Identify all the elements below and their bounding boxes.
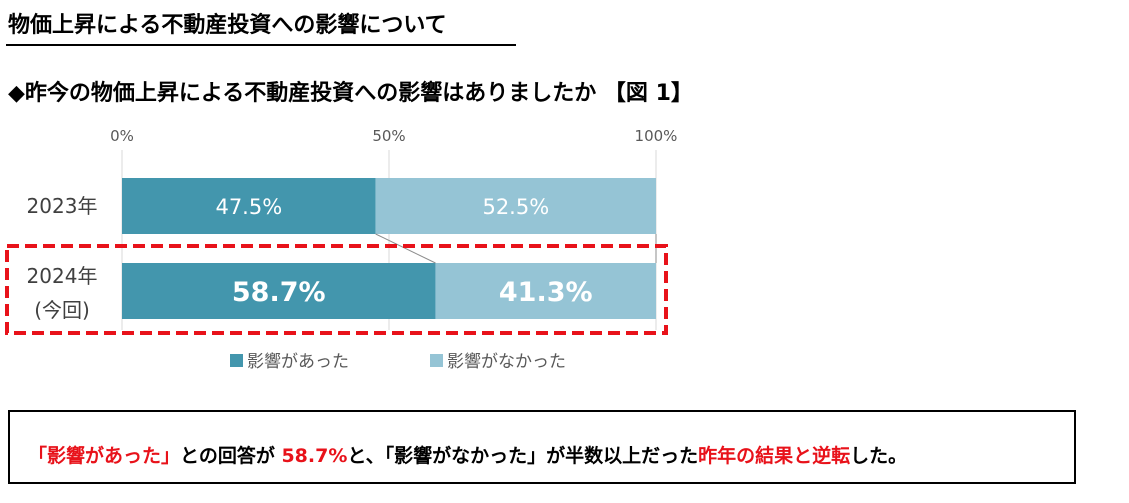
category-label: 2024年	[27, 264, 98, 288]
category-label: 2023年	[27, 194, 98, 218]
data-label: 47.5%	[215, 195, 282, 219]
bar-segment	[122, 263, 436, 319]
title-underline	[6, 44, 516, 46]
callout-part: 昨年の結果と逆転	[698, 445, 851, 467]
callout-part: との回答が	[180, 445, 282, 467]
x-tick-label: 0%	[110, 127, 134, 145]
bar-segment	[435, 263, 656, 319]
page-title: 物価上昇による不動産投資への影響について	[8, 13, 447, 38]
x-tick-label: 50%	[372, 127, 405, 145]
callout-part: 「影響があった」	[28, 445, 181, 467]
highlight-dashed-box	[5, 244, 668, 335]
data-label: 58.7%	[232, 277, 326, 308]
stacked-bar-chart: 0% 50% 100% 47.5% 52.5% 2023年 58.7% 41.3% 2024年 (…	[5, 127, 678, 372]
summary-callout-box: 「影響があった」との回答が 58.7%と、「影響がなかった」が半数以上だった昨年…	[8, 410, 1076, 484]
x-tick-label: 100%	[635, 127, 678, 145]
callout-part: と、「影響がなかった」が半数以上だった	[347, 445, 699, 467]
legend-swatch	[230, 354, 243, 367]
bar-segment	[375, 178, 656, 234]
category-label: (今回)	[34, 298, 90, 322]
legend-label: 影響があった	[247, 352, 349, 372]
legend-swatch	[430, 354, 443, 367]
legend-label: 影響がなかった	[447, 352, 566, 372]
chart-question-heading: ◆昨今の物価上昇による不動産投資への影響はありましたか 【図 1】	[8, 81, 693, 106]
data-label: 52.5%	[482, 195, 549, 219]
bar-segment	[122, 178, 376, 234]
summary-callout-text: 「影響があった」との回答が 58.7%と、「影響がなかった」が半数以上だった昨年…	[28, 442, 907, 470]
data-label: 41.3%	[499, 277, 593, 308]
callout-part: した。	[850, 445, 908, 467]
series-connector-line	[375, 233, 436, 264]
callout-part: 58.7%	[281, 445, 348, 467]
